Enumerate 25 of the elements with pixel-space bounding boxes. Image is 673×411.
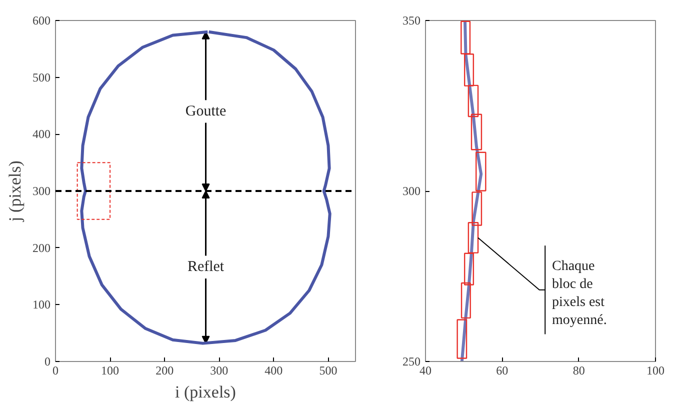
x-tick-label: 100 [646,364,664,378]
x-axis-title: i (pixels) [175,382,236,402]
x-tick-label: 100 [101,364,120,378]
y-tick-label: 0 [44,354,50,368]
y-tick-label: 100 [32,298,50,312]
annotation: Chaque bloc de pixels est moyenné. [552,258,607,328]
annotation: Reflet [187,259,225,276]
x-tick-label: 500 [319,364,338,378]
x-tick-label: 200 [156,364,174,378]
y-tick-label: 350 [402,14,420,28]
y-tick-label: 200 [32,240,50,255]
x-tick-label: 400 [264,364,283,378]
y-tick-label: 500 [32,70,50,84]
y-tick-label: 300 [32,184,50,198]
x-tick-label: 60 [496,364,508,378]
y-axis-title: j (pixels) [6,160,24,222]
y-tick-label: 300 [402,184,420,198]
y-tick-label: 600 [32,14,50,28]
x-tick-label: 40 [420,364,432,378]
line-series [80,30,332,345]
x-tick-label: 80 [572,364,585,378]
y-tick-label: 400 [32,127,50,142]
x-tick-label: 300 [210,364,228,378]
annotation: Goutte [185,103,227,120]
y-tick-label: 250 [402,354,420,368]
